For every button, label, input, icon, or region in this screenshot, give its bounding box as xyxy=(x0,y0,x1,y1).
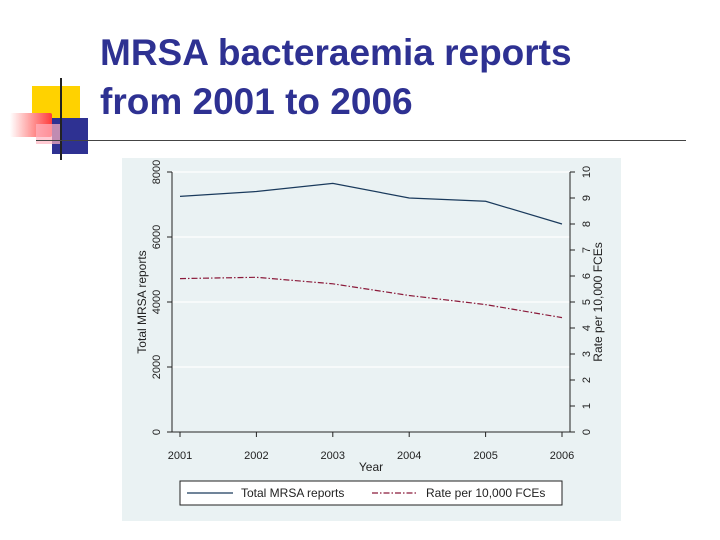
y-right-tick-label: 6 xyxy=(581,273,593,279)
legend-box xyxy=(179,480,563,506)
legend-entry-rate-label: Rate per 10,000 FCEs xyxy=(426,486,545,500)
x-tick-label: 2004 xyxy=(397,450,421,462)
y-right-tick-label: 7 xyxy=(581,247,593,253)
y-right-tick-label: 5 xyxy=(581,299,593,305)
y-right-tick-label: 3 xyxy=(581,351,593,357)
x-tick-label: 2001 xyxy=(168,450,192,462)
y-right-tick-label: 0 xyxy=(581,429,593,435)
y-right-tick-label: 9 xyxy=(581,195,593,201)
title-line-1: MRSA bacteraemia reports xyxy=(100,32,572,73)
x-tick-label: 2006 xyxy=(550,450,574,462)
y-right-tick-label: 4 xyxy=(581,325,593,331)
y-left-axis-title: Total MRSA reports xyxy=(135,250,149,353)
x-axis-title: Year xyxy=(359,460,383,474)
y-right-tick-label: 10 xyxy=(581,166,593,178)
y-right-axis-title: Rate per 10,000 FCEs xyxy=(591,242,605,361)
x-tick-label: 2002 xyxy=(244,450,268,462)
x-tick-label: 2005 xyxy=(473,450,497,462)
y-left-tick-label: 6000 xyxy=(151,225,163,249)
y-left-tick-label: 8000 xyxy=(151,160,163,184)
legend-entry-total-label: Total MRSA reports xyxy=(241,486,344,500)
x-tick-label: 2003 xyxy=(321,450,345,462)
y-right-tick-label: 8 xyxy=(581,221,593,227)
y-right-tick-label: 1 xyxy=(581,403,593,409)
title-line-2: from 2001 to 2006 xyxy=(100,81,413,122)
deco-pink-glow xyxy=(36,124,62,144)
page-title: MRSA bacteraemia reports from 2001 to 20… xyxy=(100,28,700,126)
deco-horizontal-line xyxy=(36,140,686,141)
y-left-tick-label: 0 xyxy=(151,429,163,435)
y-left-tick-label: 2000 xyxy=(151,355,163,379)
series-line-total xyxy=(179,182,563,225)
y-right-tick-label: 2 xyxy=(581,377,593,383)
y-left-tick-label: 4000 xyxy=(151,290,163,314)
deco-vertical-line xyxy=(60,78,62,160)
